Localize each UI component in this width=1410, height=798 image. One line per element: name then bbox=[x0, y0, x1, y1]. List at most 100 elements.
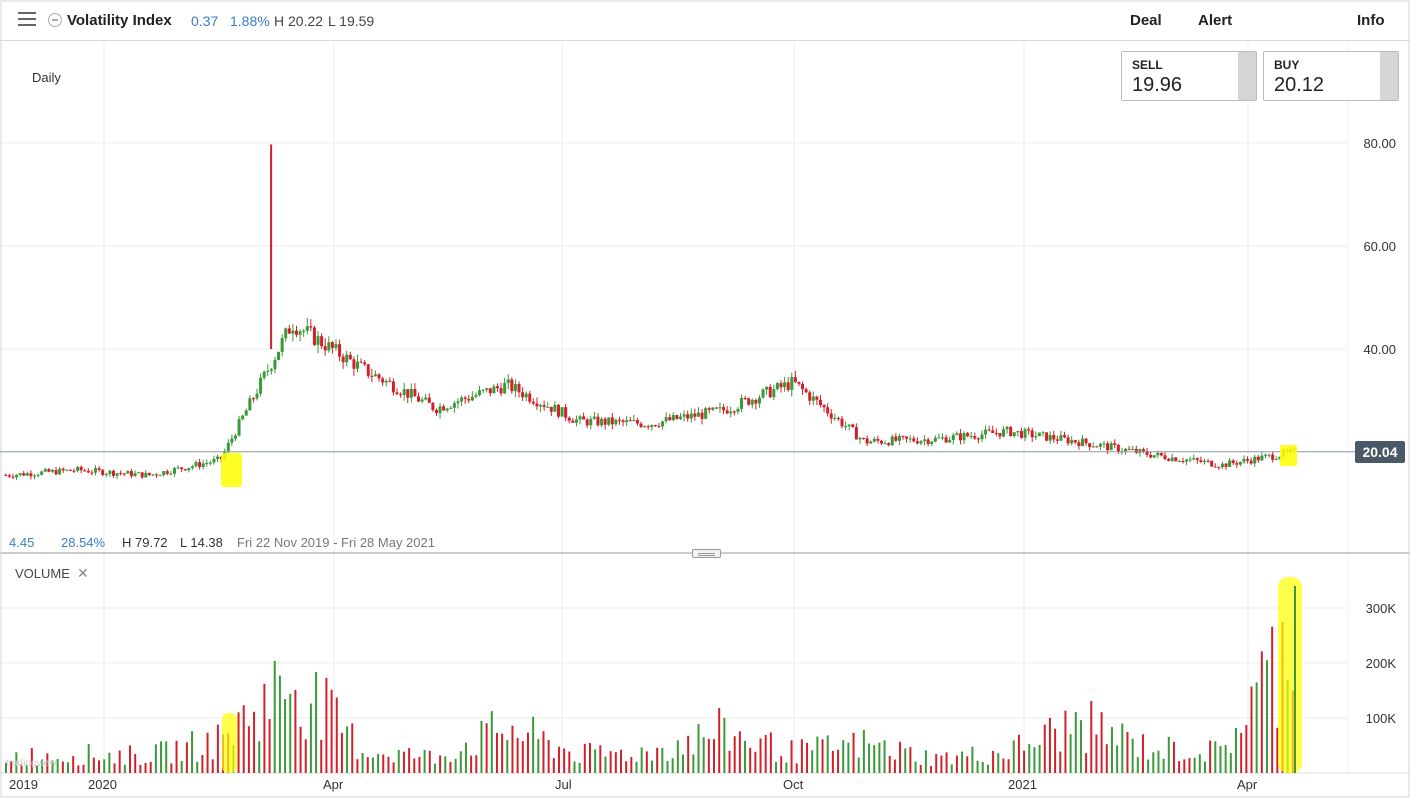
candle-body bbox=[560, 407, 564, 417]
candle-body bbox=[844, 426, 848, 428]
volume-bar bbox=[940, 755, 943, 773]
volume-bar bbox=[521, 741, 524, 773]
candle-body bbox=[661, 421, 665, 427]
volume-bar bbox=[325, 677, 328, 773]
volume-bar bbox=[961, 751, 964, 773]
volume-bar bbox=[185, 742, 188, 773]
volume-bar bbox=[1069, 734, 1072, 773]
candle-body bbox=[1192, 458, 1196, 460]
volume-bar bbox=[351, 723, 354, 773]
volume-bar bbox=[909, 747, 912, 773]
volume-bar bbox=[692, 754, 695, 773]
volume-bar bbox=[98, 760, 101, 773]
candle-body bbox=[1249, 460, 1253, 464]
candle-body bbox=[625, 420, 629, 423]
info-button[interactable]: Info bbox=[1357, 12, 1385, 29]
candle-body bbox=[628, 420, 632, 422]
volume-bar bbox=[790, 740, 793, 773]
volume-bar bbox=[216, 724, 219, 773]
candle-body bbox=[115, 473, 119, 476]
candle-body bbox=[108, 470, 112, 474]
candle-body bbox=[729, 411, 733, 414]
deal-button[interactable]: Deal bbox=[1130, 12, 1162, 29]
candle-body bbox=[277, 351, 281, 360]
volume-bar bbox=[449, 761, 452, 773]
volume-bar bbox=[1116, 745, 1119, 773]
candle-body bbox=[269, 369, 273, 371]
candle-body bbox=[309, 326, 313, 328]
volume-bar bbox=[206, 732, 209, 773]
volume-bar bbox=[387, 756, 390, 773]
candle-body bbox=[395, 392, 399, 395]
close-icon[interactable]: ✕ bbox=[77, 565, 89, 581]
volume-bar bbox=[1090, 701, 1093, 773]
candle-body bbox=[574, 419, 578, 423]
volume-bar bbox=[289, 693, 292, 773]
candle-body bbox=[998, 433, 1002, 437]
volume-bar bbox=[165, 741, 168, 773]
buy-button[interactable]: BUY 20.12 bbox=[1263, 51, 1399, 101]
candle-body bbox=[822, 405, 826, 408]
candle-body bbox=[248, 398, 252, 411]
candle-body bbox=[15, 474, 19, 478]
candle-body bbox=[495, 386, 499, 389]
candle-body bbox=[305, 326, 309, 331]
candle-body bbox=[147, 472, 151, 476]
candle-body bbox=[104, 473, 108, 476]
volume-bar bbox=[811, 750, 814, 773]
candle-body bbox=[750, 399, 754, 405]
candle-body bbox=[467, 398, 471, 401]
volume-bar bbox=[630, 757, 633, 773]
volume-bar bbox=[1105, 744, 1108, 773]
candle-body bbox=[1152, 455, 1156, 458]
candle-body bbox=[865, 438, 869, 444]
candle-body bbox=[664, 417, 668, 422]
volume-bar bbox=[1188, 757, 1191, 773]
candle-body bbox=[793, 377, 797, 382]
volume-bar bbox=[299, 726, 302, 773]
time-axis-tick: 2020 bbox=[88, 777, 117, 792]
volume-bar bbox=[454, 758, 457, 773]
sell-button[interactable]: SELL 19.96 bbox=[1121, 51, 1257, 101]
time-axis-tick: Jul bbox=[555, 777, 572, 792]
volume-bar bbox=[268, 719, 271, 773]
volume-bar bbox=[1172, 741, 1175, 773]
interval-label[interactable]: Daily bbox=[32, 70, 61, 85]
candle-body bbox=[312, 327, 316, 345]
range-high: H 79.72 bbox=[122, 535, 168, 550]
candle-body bbox=[887, 443, 891, 446]
volume-bar bbox=[594, 749, 597, 773]
candle-body bbox=[25, 473, 29, 476]
panel-resize-handle[interactable] bbox=[692, 549, 721, 558]
candle-body bbox=[1206, 460, 1210, 462]
candle-body bbox=[478, 390, 482, 396]
volume-bar bbox=[764, 734, 767, 773]
volume-bar bbox=[459, 751, 462, 773]
candle-body bbox=[657, 426, 661, 428]
volume-bar bbox=[263, 683, 266, 773]
volume-bar bbox=[609, 751, 612, 773]
candle-body bbox=[1195, 458, 1199, 461]
hamburger-menu-icon[interactable] bbox=[18, 12, 36, 28]
volume-bar bbox=[315, 672, 318, 773]
highlight-mark bbox=[1280, 445, 1297, 466]
volume-bar bbox=[506, 739, 509, 773]
candle-body bbox=[693, 413, 697, 417]
candle-body bbox=[43, 469, 47, 472]
volume-bar bbox=[335, 697, 338, 773]
volume-bar bbox=[1110, 727, 1113, 773]
candle-body bbox=[905, 436, 909, 439]
candle-body bbox=[4, 475, 8, 477]
candle-body bbox=[969, 436, 973, 438]
alert-button[interactable]: Alert bbox=[1198, 12, 1233, 29]
candle-body bbox=[614, 419, 618, 425]
volume-bar bbox=[738, 731, 741, 773]
volume-bar bbox=[1059, 751, 1062, 773]
candle-body bbox=[399, 394, 403, 396]
volume-bar bbox=[1121, 723, 1124, 773]
volume-bar bbox=[103, 759, 106, 773]
candle-body bbox=[119, 473, 123, 475]
candle-body bbox=[262, 371, 266, 378]
volume-bar bbox=[1183, 759, 1186, 773]
